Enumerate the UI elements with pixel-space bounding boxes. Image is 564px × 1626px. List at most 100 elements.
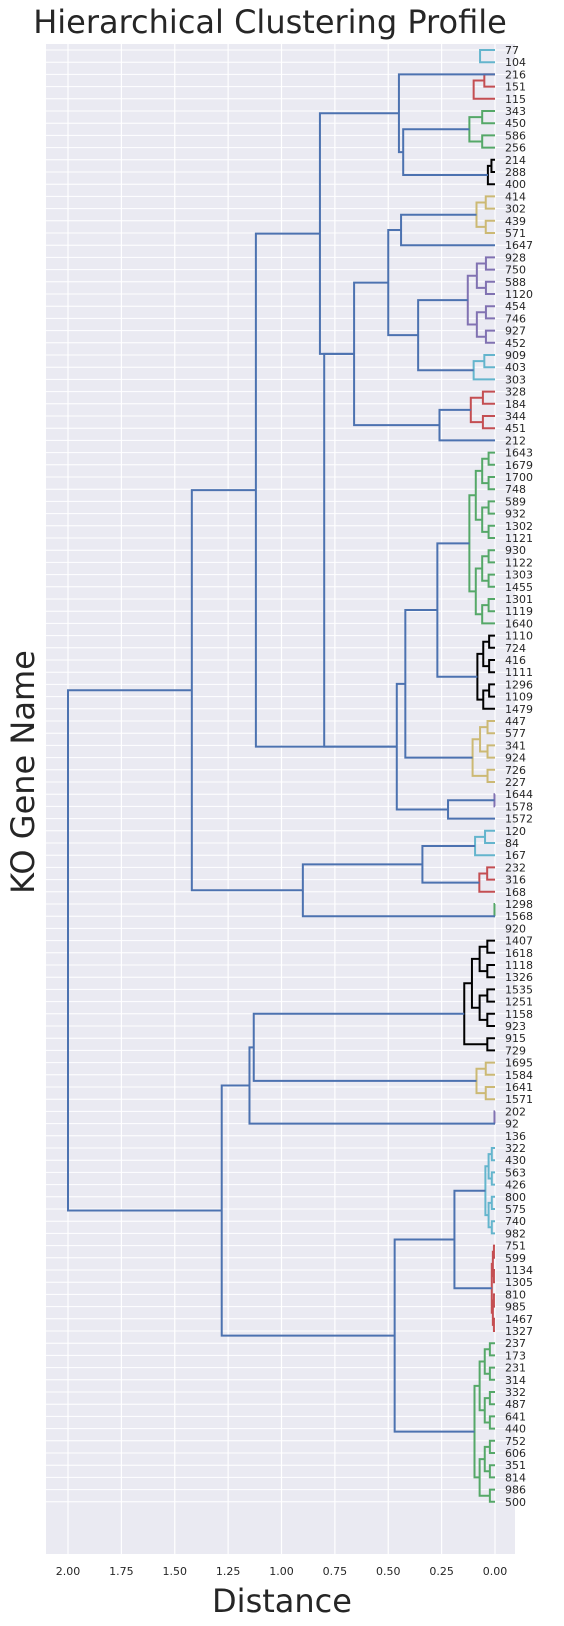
leaf-label: 400 [505,178,526,191]
leaf-label: 120 [505,825,526,838]
leaf-label: 586 [505,129,526,142]
leaf-label: 1572 [505,813,533,826]
leaf-label: 909 [505,349,526,362]
leaf-label: 1467 [505,1313,533,1326]
x-tick-label-6: 0.50 [376,1565,401,1578]
leaf-label: 1251 [505,996,533,1009]
leaf-label: 1298 [505,898,533,911]
x-tick-label-7: 0.25 [429,1565,454,1578]
leaf-label: 928 [505,251,526,264]
x-axis-label: Distance [212,1582,352,1620]
leaf-label: 314 [505,1374,526,1387]
leaf-label: 341 [505,739,526,752]
y-axis-label: KO Gene Name [4,650,42,894]
leaf-label: 1327 [505,1325,533,1338]
leaf-label: 641 [505,1410,526,1423]
leaf-label: 1158 [505,1008,533,1021]
x-tick-label-8: 0.00 [483,1565,508,1578]
leaf-label: 746 [505,312,526,325]
leaf-label: 729 [505,1044,526,1057]
leaf-label: 1618 [505,947,533,960]
cluster-branch [494,1294,495,1306]
leaf-label: 216 [505,68,526,81]
leaf-label: 1584 [505,1069,533,1082]
leaf-label: 748 [505,483,526,496]
leaf-label: 231 [505,1362,526,1375]
cluster-branch [494,904,495,916]
leaf-label: 104 [505,56,526,69]
leaf-label: 136 [505,1130,526,1143]
cluster-branch [494,1270,495,1282]
leaf-label: 212 [505,434,526,447]
leaf-label: 184 [505,398,526,411]
leaf-label: 237 [505,1337,526,1350]
leaf-label: 227 [505,776,526,789]
chart-title: Hierarchical Clustering Profile [33,3,507,41]
leaf-label: 303 [505,373,526,386]
leaf-label: 800 [505,1191,526,1204]
leaf-label: 316 [505,874,526,887]
leaf-label: 986 [505,1484,526,1497]
leaf-label: 1111 [505,666,533,679]
leaf-label: 77 [505,44,519,57]
leaf-label: 563 [505,1166,526,1179]
leaf-label: 343 [505,105,526,118]
leaf-label: 1296 [505,678,533,691]
leaf-label: 1407 [505,935,533,948]
leaf-label: 232 [505,861,526,874]
leaf-label: 1302 [505,520,533,533]
leaf-label: 915 [505,1032,526,1045]
leaf-label: 930 [505,544,526,557]
leaf-label: 256 [505,142,526,155]
leaf-label: 1700 [505,471,533,484]
cluster-branch [494,1319,495,1331]
leaf-label: 1120 [505,288,533,301]
leaf-label: 985 [505,1301,526,1314]
leaf-label: 923 [505,1020,526,1033]
leaf-label: 302 [505,203,526,216]
leaf-label: 599 [505,1252,526,1265]
leaf-label: 440 [505,1423,526,1436]
leaf-label: 1647 [505,239,533,252]
leaf-label: 1118 [505,959,533,972]
leaf-label: 1134 [505,1264,533,1277]
leaf-label: 588 [505,276,526,289]
leaf-label: 752 [505,1435,526,1448]
x-tick-label-4: 1.00 [269,1565,294,1578]
x-tick-label-2: 1.50 [163,1565,188,1578]
leaf-labels: 7710421615111534345058625621428840041430… [505,44,533,1509]
leaf-label: 1109 [505,691,533,704]
cluster-branch [493,1252,494,1276]
leaf-label: 982 [505,1227,526,1240]
leaf-label: 1643 [505,447,533,460]
leaf-label: 810 [505,1288,526,1301]
cluster-branch [494,1111,495,1123]
leaf-label: 328 [505,386,526,399]
x-axis-ticks: 2.00 1.75 1.50 1.25 1.00 0.75 0.50 0.25 0.00 [56,1565,508,1578]
leaf-label: 1110 [505,630,533,643]
leaf-label: 1455 [505,581,533,594]
leaf-label: 322 [505,1142,526,1155]
leaf-label: 1303 [505,569,533,582]
leaf-label: 1695 [505,1057,533,1070]
cluster-branch [494,1246,495,1258]
leaf-label: 450 [505,117,526,130]
leaf-label: 571 [505,227,526,240]
leaf-label: 487 [505,1398,526,1411]
leaf-label: 288 [505,166,526,179]
leaf-label: 724 [505,642,526,655]
leaf-label: 452 [505,337,526,350]
x-tick-label-1: 1.75 [109,1565,134,1578]
leaf-label: 151 [505,81,526,94]
leaf-label: 1121 [505,532,533,545]
leaf-label: 167 [505,849,526,862]
leaf-label: 92 [505,1118,519,1131]
leaf-label: 403 [505,361,526,374]
leaf-label: 451 [505,422,526,435]
leaf-label: 1571 [505,1093,533,1106]
leaf-label: 932 [505,508,526,521]
leaf-label: 344 [505,410,526,423]
x-tick-label-5: 0.75 [323,1565,348,1578]
leaf-label: 351 [505,1459,526,1472]
